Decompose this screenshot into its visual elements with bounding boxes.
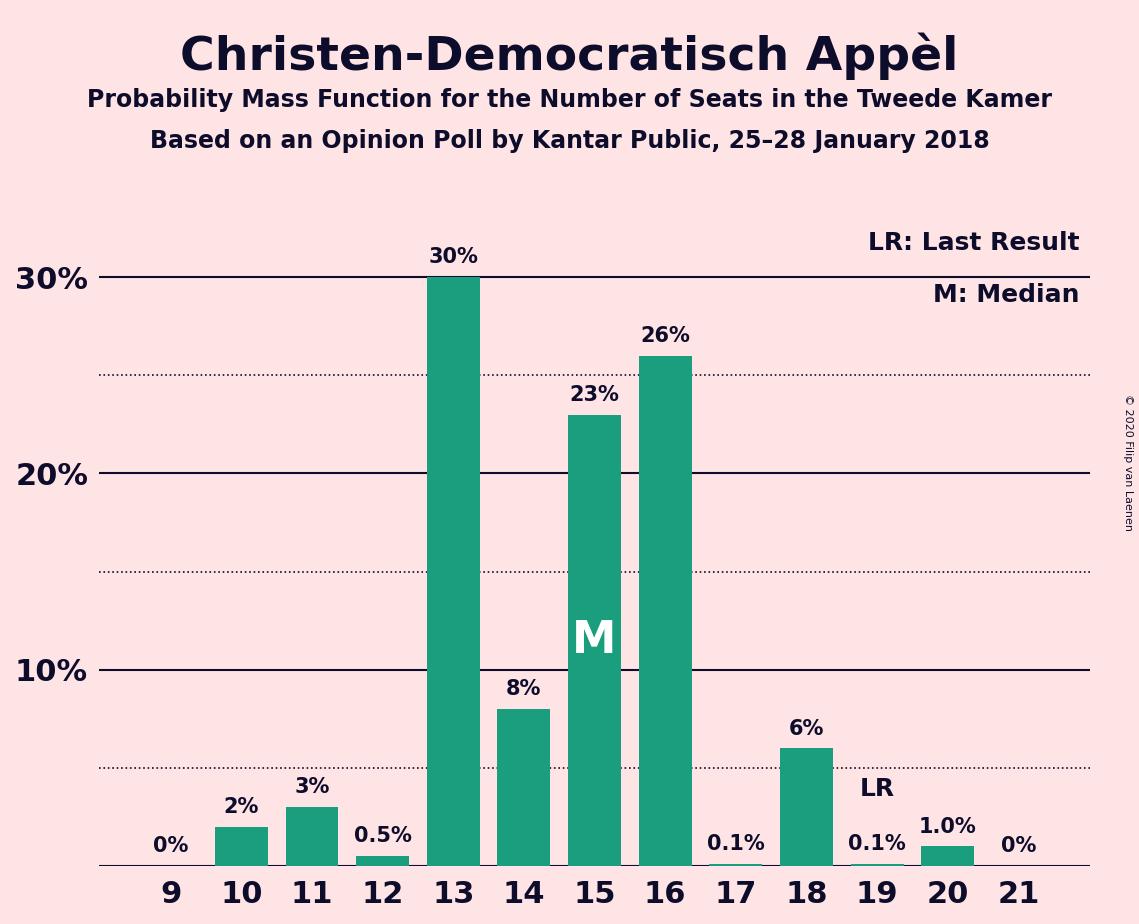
Text: 1.0%: 1.0% — [919, 817, 976, 836]
Text: LR: LR — [860, 777, 894, 801]
Text: M: M — [572, 619, 616, 662]
Text: 2%: 2% — [223, 797, 259, 817]
Text: 0.1%: 0.1% — [849, 834, 906, 855]
Bar — [215, 827, 268, 866]
Text: 6%: 6% — [788, 719, 825, 738]
Bar — [568, 415, 621, 866]
Text: 8%: 8% — [506, 679, 541, 699]
Text: 0.5%: 0.5% — [354, 826, 411, 846]
Text: © 2020 Filip van Laenen: © 2020 Filip van Laenen — [1123, 394, 1133, 530]
Text: Christen-Democratisch Appèl: Christen-Democratisch Appèl — [180, 32, 959, 79]
Bar — [710, 864, 762, 866]
Text: LR: Last Result: LR: Last Result — [868, 231, 1080, 255]
Text: 23%: 23% — [570, 384, 620, 405]
Text: 0%: 0% — [1001, 836, 1036, 857]
Bar — [286, 808, 338, 866]
Text: 0%: 0% — [153, 836, 188, 857]
Bar — [851, 864, 903, 866]
Bar — [921, 846, 974, 866]
Text: 30%: 30% — [428, 248, 478, 267]
Text: 3%: 3% — [294, 777, 329, 797]
Bar — [780, 748, 833, 866]
Text: Probability Mass Function for the Number of Seats in the Tweede Kamer: Probability Mass Function for the Number… — [87, 88, 1052, 112]
Bar — [498, 709, 550, 866]
Bar — [639, 356, 691, 866]
Text: M: Median: M: Median — [934, 283, 1080, 307]
Text: 0.1%: 0.1% — [707, 834, 764, 855]
Bar — [357, 857, 409, 866]
Text: Based on an Opinion Poll by Kantar Public, 25–28 January 2018: Based on an Opinion Poll by Kantar Publi… — [149, 129, 990, 153]
Bar — [427, 277, 480, 866]
Text: 26%: 26% — [640, 326, 690, 346]
